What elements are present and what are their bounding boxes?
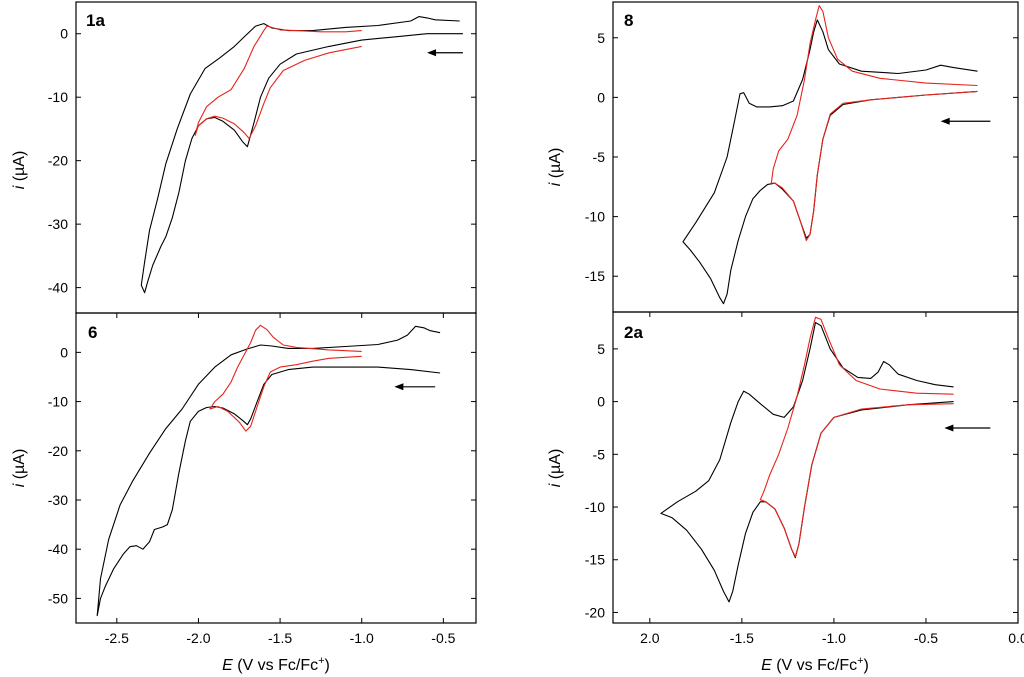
panel-1a-traces xyxy=(140,16,463,294)
panel-6-traces xyxy=(96,324,441,617)
panel-2a-xlabel-close: ) xyxy=(864,657,869,674)
trace-black xyxy=(682,19,978,305)
panel-2a-traces xyxy=(660,316,954,603)
xtick-label: 2.0 xyxy=(640,630,660,646)
trace-black xyxy=(660,321,954,603)
panel-8-arrow xyxy=(940,117,991,125)
panel-1a-arrow xyxy=(427,49,463,57)
panel-8-traces xyxy=(682,5,978,305)
ytick-label: -5 xyxy=(593,446,606,462)
ytick-label: -10 xyxy=(585,499,605,515)
panel-6-ylabel-unit: (µA) xyxy=(11,449,28,484)
ytick-label: 0 xyxy=(60,344,68,360)
ytick-label: -20 xyxy=(48,443,68,459)
panel-2a-xlabel-text: (V vs Fc/Fc xyxy=(772,657,857,674)
xtick-label: -2.0 xyxy=(186,630,210,646)
ytick-label: -50 xyxy=(48,590,68,606)
panel-2a-xlabel-sup: + xyxy=(857,655,863,667)
arrow-head-icon xyxy=(944,424,954,432)
panel-1a-label: 1a xyxy=(86,11,105,30)
panel-2a-xticks: 2.0 -1.5 -1.0 -0.5 0.0 xyxy=(640,312,1024,646)
arrow-head-icon xyxy=(940,117,950,125)
trace-red xyxy=(770,5,978,242)
panel-6-ylabel-i: i xyxy=(11,483,28,487)
xtick-label: -1.5 xyxy=(730,630,754,646)
xtick-label: -0.5 xyxy=(914,630,938,646)
ytick-label: 0 xyxy=(60,26,68,42)
ytick-label: -40 xyxy=(48,541,68,557)
ytick-label: -20 xyxy=(585,604,605,620)
trace-red xyxy=(209,324,362,432)
panel-2a-yticks: 5 0 -5 -10 -15 -20 xyxy=(585,341,1018,620)
panel-6-xlabel-sup: + xyxy=(318,655,324,667)
panel-8-ylabel-i: i xyxy=(547,182,564,186)
panel-2a-ylabel-unit: (µA) xyxy=(547,449,564,484)
panel-1a-frame xyxy=(75,1,477,314)
panel-8-label: 8 xyxy=(624,11,633,30)
xtick-label: -1.5 xyxy=(268,630,292,646)
ytick-label: -15 xyxy=(585,552,605,568)
trace-red xyxy=(194,25,362,140)
panel-6-yticks: 0 -10 -20 -30 -40 -50 xyxy=(48,344,476,606)
panel-6: 0-10-20-30-40-50 -2.5 -2.0 -1.5 -1.0 -0.5 6 … xyxy=(11,312,477,674)
panel-6-xlabel-e: E xyxy=(222,657,233,674)
panel-2a-arrow xyxy=(944,424,991,432)
xtick-label: -1.0 xyxy=(350,630,374,646)
xtick-label: -0.5 xyxy=(431,630,455,646)
panel-8-ylabel: i (µA) xyxy=(547,148,564,187)
panel-6-arrow xyxy=(394,383,436,391)
ytick-label: 0 xyxy=(597,89,605,105)
panel-2a-ylabel: i (µA) xyxy=(547,449,564,488)
panel-6-ylabel: i (µA) xyxy=(11,449,28,488)
panel-8: 5 0 -5 -10 -15 8 i (µA) xyxy=(547,1,1019,313)
trace-red xyxy=(759,316,954,558)
panel-8-ylabel-unit: (µA) xyxy=(547,148,564,183)
panel-2a-xlabel-e: E xyxy=(761,657,772,674)
xtick-label: -1.0 xyxy=(822,630,846,646)
ytick-label: -30 xyxy=(48,492,68,508)
panel-1a-ylabel: i (µA) xyxy=(11,151,28,190)
ytick-label: -30 xyxy=(48,216,68,232)
ytick-label: 0 xyxy=(597,394,605,410)
panel-6-label: 6 xyxy=(88,323,97,342)
xtick-label: 0.0 xyxy=(1008,630,1024,646)
ytick-label: -5 xyxy=(593,149,606,165)
arrow-head-icon xyxy=(427,49,437,57)
ytick-label: -20 xyxy=(48,153,68,169)
panel-2a: 5 0 -5 -10 -15 -20 2.0 -1.5 -1.0 -0.5 0.0 2a i (µ… xyxy=(547,311,1024,674)
ytick-label: -10 xyxy=(48,89,68,105)
ytick-label: -10 xyxy=(585,209,605,225)
panel-8-yticks: 5 0 -5 -10 -15 xyxy=(585,30,1018,284)
panel-2a-frame xyxy=(612,311,1019,624)
panel-2a-xlabel: E (V vs Fc/Fc+) xyxy=(761,655,869,674)
panel-6-xlabel-text: (V vs Fc/Fc xyxy=(233,657,318,674)
ytick-label: -15 xyxy=(585,268,605,284)
ytick-label: 5 xyxy=(597,30,605,46)
trace-black xyxy=(140,16,463,294)
panel-6-xlabel: E (V vs Fc/Fc+) xyxy=(222,655,330,674)
panel-1a-ylabel-unit: (µA) xyxy=(11,151,28,186)
arrow-head-icon xyxy=(394,383,404,391)
panel-8-frame xyxy=(612,1,1019,313)
panel-1a: 0 -10 -20 -30 -40 1a i (µA) xyxy=(11,1,477,314)
panel-1a-ylabel-i: i xyxy=(11,185,28,189)
panel-6-xticks: -2.5 -2.0 -1.5 -1.0 -0.5 xyxy=(105,313,456,646)
panel-6-xlabel-close: ) xyxy=(325,657,330,674)
ytick-label: -40 xyxy=(48,280,68,296)
panel-2a-label: 2a xyxy=(624,323,643,342)
trace-black xyxy=(96,325,441,617)
panel-6-frame xyxy=(75,312,477,624)
xtick-label: -2.5 xyxy=(105,630,129,646)
ytick-label: -10 xyxy=(48,394,68,410)
ytick-label: 5 xyxy=(597,341,605,357)
panel-2a-ylabel-i: i xyxy=(547,483,564,487)
panel-1a-yticks: 0 -10 -20 -30 -40 xyxy=(48,26,476,296)
